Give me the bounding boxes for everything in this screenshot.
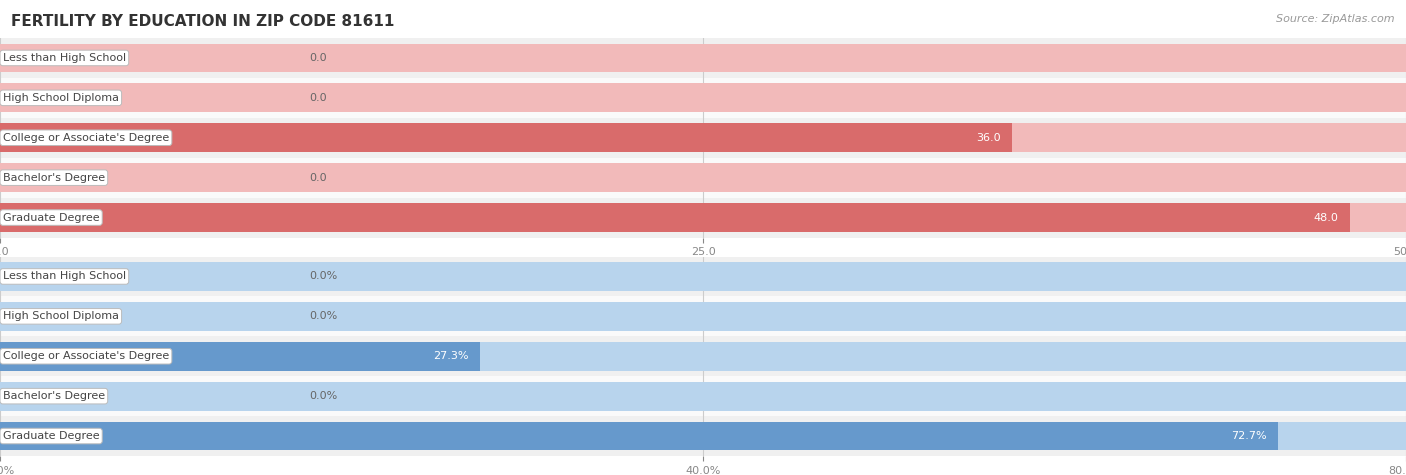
Bar — [0, 256, 1406, 296]
Text: College or Associate's Degree: College or Associate's Degree — [3, 351, 169, 361]
Bar — [0, 38, 1406, 78]
Text: 0.0: 0.0 — [309, 53, 328, 63]
Bar — [0, 203, 1350, 232]
Bar — [0, 158, 1406, 198]
Text: 72.7%: 72.7% — [1230, 431, 1267, 441]
Text: Less than High School: Less than High School — [3, 53, 127, 63]
Text: High School Diploma: High School Diploma — [3, 93, 120, 103]
Bar — [0, 302, 1406, 331]
Bar — [0, 262, 1406, 291]
Text: 0.0%: 0.0% — [309, 311, 337, 322]
Bar — [0, 163, 1406, 192]
Bar — [0, 382, 1406, 410]
Bar — [0, 296, 1406, 336]
Text: 0.0: 0.0 — [309, 172, 328, 183]
Bar — [0, 342, 1406, 370]
Bar — [0, 203, 1406, 232]
Bar — [0, 416, 1406, 456]
Text: 0.0: 0.0 — [309, 93, 328, 103]
Bar — [0, 422, 1278, 450]
Bar — [0, 422, 1406, 450]
Text: 0.0%: 0.0% — [309, 391, 337, 401]
Bar — [0, 118, 1406, 158]
Text: Bachelor's Degree: Bachelor's Degree — [3, 391, 105, 401]
Bar — [0, 44, 1406, 72]
Text: 27.3%: 27.3% — [433, 351, 468, 361]
Bar — [0, 336, 1406, 376]
Text: Graduate Degree: Graduate Degree — [3, 431, 100, 441]
Text: Source: ZipAtlas.com: Source: ZipAtlas.com — [1277, 14, 1395, 24]
Bar — [0, 78, 1406, 118]
Text: Less than High School: Less than High School — [3, 271, 127, 282]
Bar — [0, 124, 1406, 152]
Bar — [0, 84, 1406, 112]
Text: 0.0%: 0.0% — [309, 271, 337, 282]
Bar — [0, 198, 1406, 238]
Text: Graduate Degree: Graduate Degree — [3, 212, 100, 223]
Text: FERTILITY BY EDUCATION IN ZIP CODE 81611: FERTILITY BY EDUCATION IN ZIP CODE 81611 — [11, 14, 395, 29]
Bar — [0, 376, 1406, 416]
Bar — [0, 124, 1012, 152]
Text: Bachelor's Degree: Bachelor's Degree — [3, 172, 105, 183]
Text: High School Diploma: High School Diploma — [3, 311, 120, 322]
Text: 48.0: 48.0 — [1313, 212, 1339, 223]
Text: 36.0: 36.0 — [976, 133, 1001, 143]
Bar — [0, 342, 479, 370]
Text: College or Associate's Degree: College or Associate's Degree — [3, 133, 169, 143]
